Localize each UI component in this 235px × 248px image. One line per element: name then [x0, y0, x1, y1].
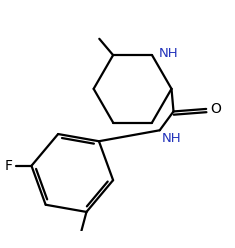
- Text: NH: NH: [158, 47, 178, 60]
- Text: NH: NH: [162, 131, 182, 145]
- Text: F: F: [5, 159, 13, 173]
- Text: O: O: [211, 102, 222, 116]
